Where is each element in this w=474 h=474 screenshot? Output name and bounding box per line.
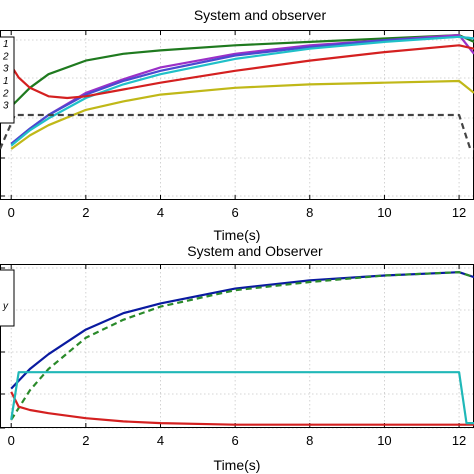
chart-1-legend-label-1: 2 — [2, 51, 9, 62]
chart-1-legend-label-0: 1 — [3, 39, 9, 50]
chart-1-series-line-6 — [0, 113, 474, 151]
chart-1-legend-label-4: 2 — [2, 88, 9, 99]
chart-2-legend-label-2: y — [2, 301, 9, 312]
chart-2-xtick-label-0: 0 — [8, 433, 15, 448]
chart-2-legend-box — [0, 269, 15, 327]
chart-1-series-line-5 — [10, 79, 474, 150]
chart-1-legend-label-2: 3 — [3, 64, 9, 75]
chart-2-xtick-label-3: 6 — [232, 433, 239, 448]
chart-1-series-line-2 — [10, 35, 474, 145]
chart-1-series-line-1 — [10, 34, 474, 145]
chart-1-xtick-label-0: 0 — [8, 205, 15, 220]
chart-2-series-line-2 — [10, 391, 474, 426]
chart-1-legend-box — [0, 36, 15, 124]
chart-1-xtick-label-5: 10 — [377, 205, 391, 220]
chart-1-xtick-label-1: 2 — [82, 205, 89, 220]
chart-2-xtick-label-5: 10 — [377, 433, 391, 448]
chart-1-xtick-label-6: 12 — [452, 205, 466, 220]
chart-1-title: System and observer — [194, 7, 327, 23]
chart-1-xtick-label-3: 6 — [232, 205, 239, 220]
chart-1-legend-label-3: 1 — [3, 76, 9, 87]
chart-1-xtick-label-4: 8 — [306, 205, 313, 220]
chart-2-xtick-label-4: 8 — [306, 433, 313, 448]
chart-2-xlabel: Time(s) — [214, 457, 261, 473]
chart-1-series-line-0 — [10, 34, 474, 108]
chart-1-legend-label-5: 3 — [3, 101, 9, 112]
chart-1-series-line-4 — [10, 44, 474, 100]
chart-2-xtick-label-1: 2 — [82, 433, 89, 448]
chart-2-title: System and Observer — [187, 243, 323, 259]
chart-1-xtick-label-2: 4 — [157, 205, 164, 220]
chart-1-series-line-3 — [10, 35, 474, 147]
chart-2-xtick-label-6: 12 — [452, 433, 466, 448]
chart-2-xtick-label-2: 4 — [157, 433, 164, 448]
chart-1-xlabel: Time(s) — [214, 227, 261, 243]
chart-2-series-line-3 — [10, 371, 474, 425]
chart-2-panel: 0 2 4 6 8 10 12 y — [0, 264, 474, 448]
chart-2-series-line-1 — [10, 271, 474, 421]
